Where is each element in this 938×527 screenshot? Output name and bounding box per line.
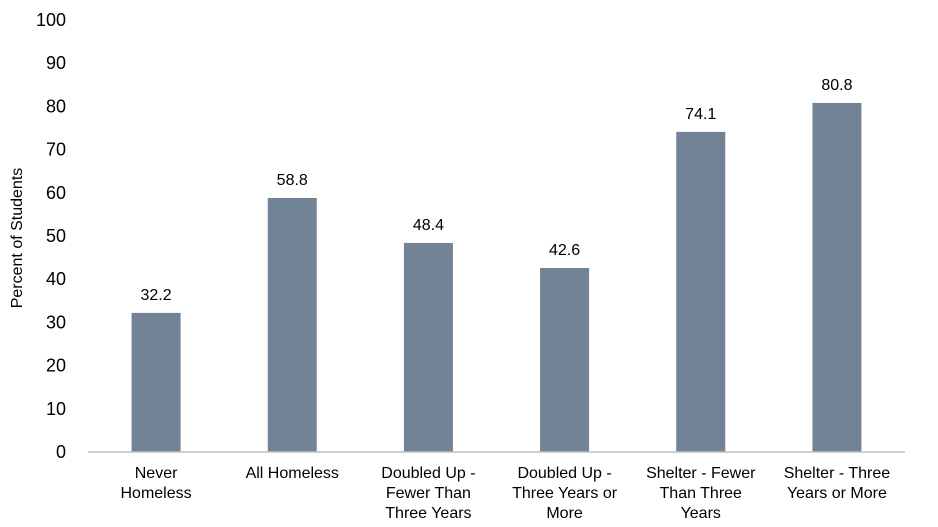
x-tick-label-line: Years (681, 505, 721, 522)
data-label: 80.8 (821, 77, 852, 94)
x-axis-labels: Never Homeless All Homeless Doubled Up - Few… (121, 465, 891, 522)
x-tick-label: Shelter - Three Years or More (784, 465, 891, 502)
y-tick-label: 0 (56, 442, 66, 462)
x-tick-label: Doubled Up - Three Years or More (512, 465, 618, 522)
y-tick-label: 20 (46, 356, 66, 376)
data-label: 74.1 (685, 106, 716, 123)
data-label: 32.2 (141, 287, 172, 304)
x-tick-label-line: Shelter - Three (784, 465, 891, 482)
bar (540, 267, 590, 452)
x-tick-label-line: Years or More (787, 485, 887, 502)
bar (812, 102, 862, 452)
data-label: 42.6 (549, 242, 580, 259)
data-label: 48.4 (413, 217, 444, 234)
y-tick-label: 90 (46, 53, 66, 73)
y-tick-label: 10 (46, 399, 66, 419)
bar (131, 312, 181, 452)
y-tick-label: 40 (46, 269, 66, 289)
x-tick-label-line: Three Years (385, 505, 471, 522)
y-tick-label: 70 (46, 140, 66, 160)
x-tick-label-line: Shelter - Fewer (646, 465, 756, 482)
x-tick-label-line: Doubled Up - (381, 465, 475, 482)
bars (131, 102, 862, 452)
y-axis-title: Percent of Students (9, 168, 26, 309)
bar (676, 131, 726, 452)
x-tick-label-line: Fewer Than (386, 485, 471, 502)
bar (267, 197, 317, 452)
x-tick-label: Shelter - Fewer Than Three Years (646, 465, 756, 522)
bar (403, 242, 453, 452)
x-tick-label-line: All Homeless (246, 465, 339, 482)
y-tick-label: 80 (46, 96, 66, 116)
y-axis-ticks: 0 10 20 30 40 50 60 70 80 90 100 (36, 10, 66, 462)
y-tick-label: 60 (46, 183, 66, 203)
x-tick-label-line: Doubled Up - (517, 465, 611, 482)
y-tick-label: 100 (36, 10, 66, 30)
y-tick-label: 50 (46, 226, 66, 246)
y-tick-label: 30 (46, 312, 66, 332)
x-tick-label-line: More (546, 505, 583, 522)
x-tick-label-line: Never (135, 465, 178, 482)
x-tick-label: Doubled Up - Fewer Than Three Years (381, 465, 475, 522)
data-labels: 32.2 58.8 48.4 42.6 74.1 80.8 (141, 77, 853, 304)
data-label: 58.8 (277, 172, 308, 189)
x-tick-label-line: Than Three (660, 485, 743, 502)
x-tick-label-line: Three Years or (512, 485, 618, 502)
x-tick-label: Never Homeless (121, 465, 192, 502)
x-tick-label-line: Homeless (121, 485, 192, 502)
x-tick-label: All Homeless (246, 465, 339, 482)
